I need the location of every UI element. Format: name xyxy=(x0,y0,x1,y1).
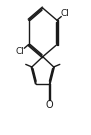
Text: Cl: Cl xyxy=(61,9,70,18)
Text: O: O xyxy=(46,100,53,110)
Text: Cl: Cl xyxy=(16,47,25,56)
